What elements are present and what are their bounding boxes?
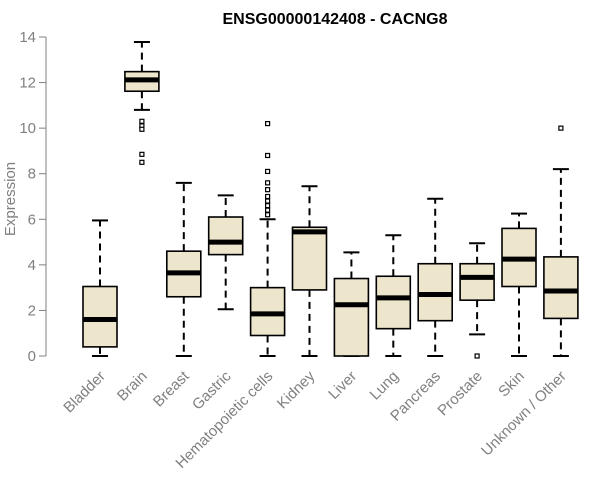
x-tick-label: Prostate [434, 368, 486, 420]
y-tick-label: 0 [28, 348, 36, 365]
box-gastric [207, 194, 244, 311]
y-axis: 0 2 4 6 8 10 12 14 [19, 29, 47, 365]
x-tick-label: Skin [495, 368, 528, 401]
y-tick-label: 6 [28, 211, 36, 228]
box-liver [333, 251, 370, 357]
box-skin [501, 212, 537, 357]
x-tick-label: Brain [114, 368, 151, 405]
box-breast [166, 181, 202, 357]
box-hematopoietic-cells [249, 120, 286, 357]
outlier-point [265, 212, 271, 218]
iqr-box [291, 226, 328, 291]
outlier-point [474, 353, 480, 359]
y-tick-label: 2 [28, 302, 36, 319]
x-tick-label: Lung [367, 368, 403, 404]
x-tick-label: Bladder [60, 368, 109, 417]
y-tick-label: 12 [19, 75, 36, 92]
outlier-point [265, 180, 271, 186]
outlier-point [139, 151, 145, 157]
box-unknown-other [543, 125, 579, 357]
box-pancreas [417, 197, 454, 357]
outlier-point [139, 118, 145, 124]
box-lung [375, 234, 412, 357]
box-brain [124, 41, 160, 165]
outlier-point [265, 120, 271, 127]
x-tick-label: Liver [325, 368, 360, 403]
outlier-point [558, 125, 564, 131]
box-kidney [291, 185, 328, 357]
outlier-point [265, 203, 271, 209]
box-prostate [459, 242, 495, 359]
x-tick-label: Breast [150, 367, 193, 410]
iqr-box [375, 275, 412, 330]
outlier-point [139, 159, 145, 165]
y-axis-label: Expression [2, 162, 19, 236]
y-tick-label: 4 [28, 257, 36, 274]
outlier-point [265, 198, 271, 204]
y-tick-label: 10 [19, 120, 36, 137]
boxes-group [82, 41, 579, 359]
chart-title: ENSG00000142408 - CACNG8 [222, 11, 447, 28]
x-tick-label: Kidney [274, 367, 319, 412]
outlier-point [265, 152, 271, 159]
outlier-point [265, 207, 271, 213]
iqr-box [543, 256, 579, 320]
outlier-point [265, 168, 271, 175]
y-tick-label: 8 [28, 166, 36, 183]
iqr-box [333, 277, 370, 357]
iqr-box [82, 285, 118, 348]
outlier-point [265, 193, 271, 200]
outlier-point [139, 126, 145, 132]
box-bladder [82, 219, 118, 357]
iqr-box [459, 262, 495, 301]
outlier-point [265, 187, 271, 193]
iqr-box [207, 216, 244, 256]
y-tick-label: 14 [19, 29, 36, 46]
